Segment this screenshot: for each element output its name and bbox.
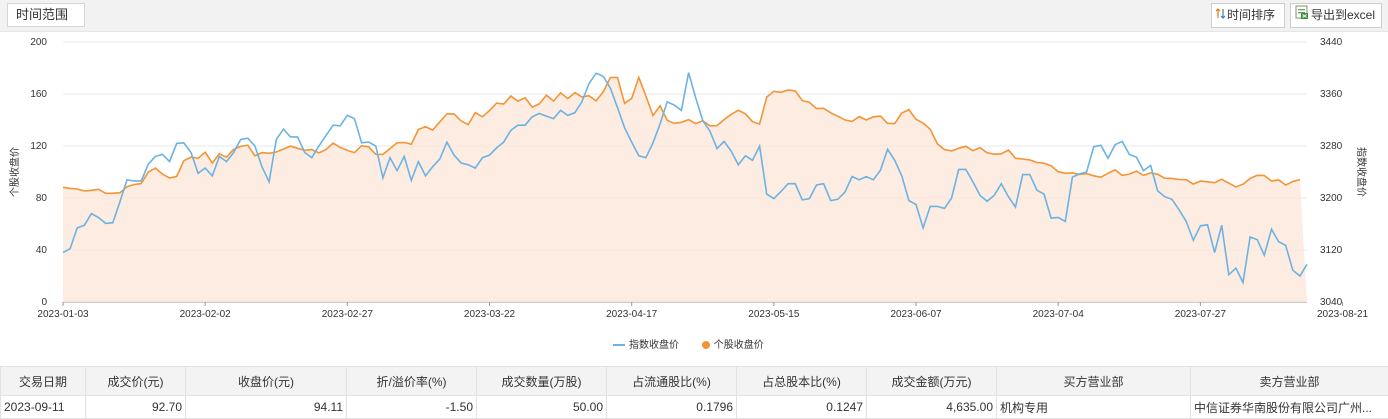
- right-tick-label: 3440: [1320, 37, 1343, 48]
- right-tick-label: 3120: [1320, 245, 1343, 256]
- right-tick-label: 3280: [1320, 141, 1343, 152]
- legend-label-stock: 个股收盘价: [714, 340, 764, 351]
- time-sort-button[interactable]: 时间排序: [1211, 3, 1285, 28]
- col-header-premium-rate[interactable]: 折/溢价率(%): [347, 367, 477, 396]
- cell-seller: 中信证券华南股份有限公司广州...: [1191, 396, 1388, 419]
- export-excel-label: 导出到excel: [1311, 8, 1375, 22]
- cell-volume: 50.00: [477, 396, 607, 419]
- right-tick-label: 3360: [1320, 89, 1343, 100]
- x-tick-label: 2023-02-27: [322, 309, 374, 320]
- table-row[interactable]: 2023-09-11 92.70 94.11 -1.50 50.00 0.179…: [1, 396, 1388, 419]
- time-range-button[interactable]: 时间范围: [7, 3, 85, 27]
- time-sort-label: 时间排序: [1227, 8, 1275, 22]
- right-tick-label: 3200: [1320, 193, 1343, 204]
- cell-premium-rate: -1.50: [347, 396, 477, 419]
- x-tick-label: 2023-08-21: [1317, 309, 1369, 320]
- table-header-row: 交易日期 成交价(元) 收盘价(元) 折/溢价率(%) 成交数量(万股) 占流通…: [1, 367, 1388, 396]
- price-chart: 0 3040 40 3120 80 3200 120 3280 160 3360 200 3440 20…: [0, 33, 1388, 363]
- stock-area-fill: [63, 77, 1307, 302]
- x-tick-label: 2023-06-07: [890, 309, 942, 320]
- x-tick-label: 2023-07-04: [1033, 309, 1085, 320]
- price-chart-svg: 0 3040 40 3120 80 3200 120 3280 160 3360 200 3440 20…: [0, 33, 1388, 333]
- cell-total-ratio: 0.1247: [737, 396, 867, 419]
- block-trade-table: 交易日期 成交价(元) 收盘价(元) 折/溢价率(%) 成交数量(万股) 占流通…: [0, 366, 1388, 419]
- col-header-buyer[interactable]: 买方营业部: [997, 367, 1191, 396]
- sort-icon: [1216, 4, 1225, 27]
- left-tick-label: 200: [30, 37, 47, 48]
- col-header-trade-price[interactable]: 成交价(元): [86, 367, 186, 396]
- col-header-total-ratio[interactable]: 占总股本比(%): [737, 367, 867, 396]
- col-header-volume[interactable]: 成交数量(万股): [477, 367, 607, 396]
- col-header-trade-date[interactable]: 交易日期: [1, 367, 86, 396]
- cell-trade-price: 92.70: [86, 396, 186, 419]
- col-header-float-ratio[interactable]: 占流通股比(%): [607, 367, 737, 396]
- left-tick-label: 120: [30, 141, 47, 152]
- legend-line-index: [613, 344, 625, 346]
- cell-buyer: 机构专用: [997, 396, 1191, 419]
- col-header-close-price[interactable]: 收盘价(元): [186, 367, 347, 396]
- left-axis-title: 个股收盘价: [8, 147, 21, 197]
- x-tick-label: 2023-05-15: [748, 309, 800, 320]
- left-tick-label: 0: [41, 297, 47, 308]
- excel-icon: [1295, 4, 1309, 27]
- right-axis-title: 指数收盘价: [1355, 147, 1368, 197]
- x-tick-label: 2023-07-27: [1175, 309, 1227, 320]
- legend-label-index: 指数收盘价: [629, 340, 679, 351]
- x-tick-label: 2023-03-22: [464, 309, 516, 320]
- left-tick-label: 80: [36, 193, 48, 204]
- left-tick-label: 40: [36, 245, 48, 256]
- chart-legend: 指数收盘价 个股收盘价: [613, 336, 784, 351]
- cell-trade-date: 2023-09-11: [1, 396, 86, 419]
- legend-dot-stock: [702, 341, 710, 349]
- legend-item-stock[interactable]: 个股收盘价: [702, 336, 764, 351]
- x-tick-label: 2023-01-03: [37, 309, 89, 320]
- cell-amount: 4,635.00: [867, 396, 997, 419]
- toolbar: 时间范围 时间排序 导出到excel: [0, 0, 1388, 32]
- left-tick-label: 160: [30, 89, 47, 100]
- export-excel-button[interactable]: 导出到excel: [1290, 3, 1382, 28]
- x-tick-label: 2023-02-02: [180, 309, 232, 320]
- right-tick-label: 3040: [1320, 297, 1343, 308]
- col-header-seller[interactable]: 卖方营业部: [1191, 367, 1388, 396]
- x-tick-label: 2023-04-17: [606, 309, 658, 320]
- cell-float-ratio: 0.1796: [607, 396, 737, 419]
- cell-close-price: 94.11: [186, 396, 347, 419]
- legend-item-index[interactable]: 指数收盘价: [613, 336, 679, 351]
- col-header-amount[interactable]: 成交金额(万元): [867, 367, 997, 396]
